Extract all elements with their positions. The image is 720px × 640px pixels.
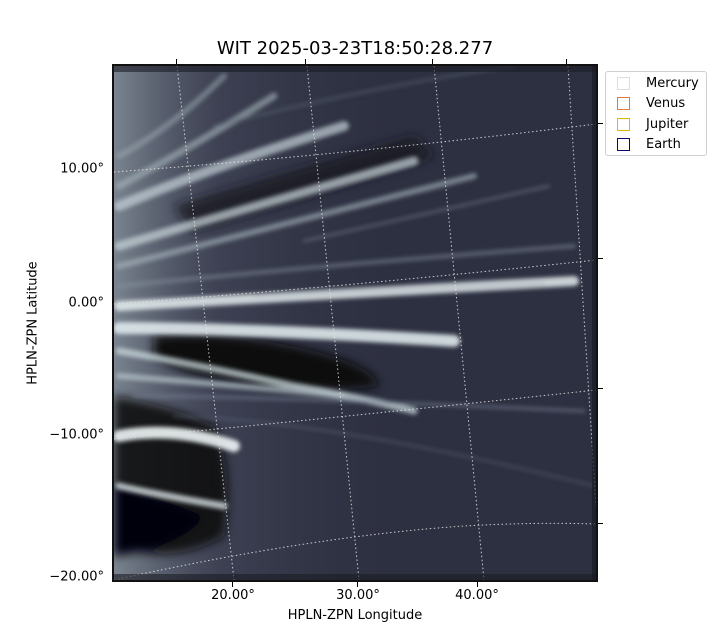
x-tick-label: 40.00° [455,588,499,603]
legend: Mercury Venus Jupiter Earth [605,71,707,156]
y-tick-label: −20.00° [49,569,104,585]
y-axis-label: HPLN-ZPN Latitude [25,261,41,385]
tickmark-x [357,582,358,587]
legend-swatch [617,137,630,151]
x-tick-label: 20.00° [211,588,255,603]
coronagraph-image [112,64,598,582]
legend-swatch [617,96,630,110]
tickmark-top [305,59,306,64]
tickmark-right [598,258,603,259]
legend-item-earth: Earth [617,136,681,152]
legend-label: Mercury [646,75,699,91]
legend-item-venus: Venus [617,95,685,111]
plot-title: WIT 2025-03-23T18:50:28.277 [216,38,494,59]
tickmark-top [566,59,567,64]
legend-item-mercury: Mercury [617,75,699,91]
y-tick-label: 0.00° [68,295,104,311]
coordinate-grid [114,66,596,580]
heliospheric-image-svg [114,66,596,580]
y-tick-label: 10.00° [60,161,104,177]
legend-swatch [617,117,630,131]
tickmark-top [176,59,177,64]
tickmark-x [477,582,478,587]
tickmark-right [598,523,603,524]
tickmark-right [598,388,603,389]
legend-label: Jupiter [646,116,689,132]
legend-item-jupiter: Jupiter [617,116,688,132]
legend-label: Venus [646,95,686,111]
tickmark-top [432,59,433,64]
y-tick-label: −10.00° [49,427,104,443]
tickmark-x [232,582,233,587]
streamers [114,66,595,510]
x-axis-label: HPLN-ZPN Longitude [287,608,423,623]
legend-swatch [617,76,630,90]
x-tick-label: 30.00° [336,588,380,603]
legend-label: Earth [646,136,681,152]
tickmark-right [598,123,603,124]
